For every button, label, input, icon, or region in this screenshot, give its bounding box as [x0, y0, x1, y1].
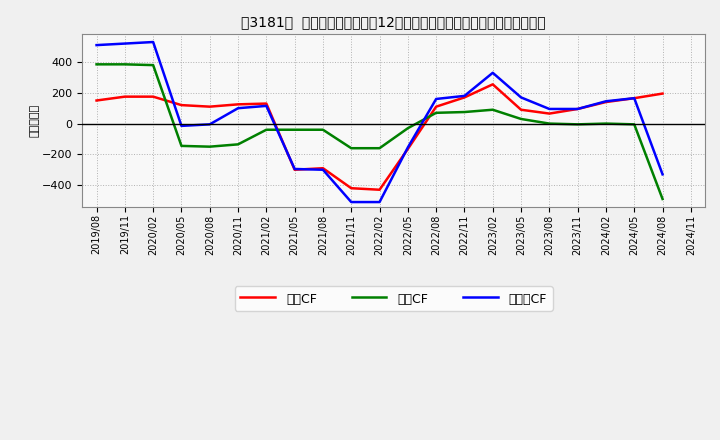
Legend: 営業CF, 投資CF, フリーCF: 営業CF, 投資CF, フリーCF [235, 286, 553, 311]
Title: 【3181】  キャッシュフローの12か月移動合計の対前年同期増減額の推移: 【3181】 キャッシュフローの12か月移動合計の対前年同期増減額の推移 [241, 15, 546, 29]
Y-axis label: （百万円）: （百万円） [30, 104, 40, 137]
